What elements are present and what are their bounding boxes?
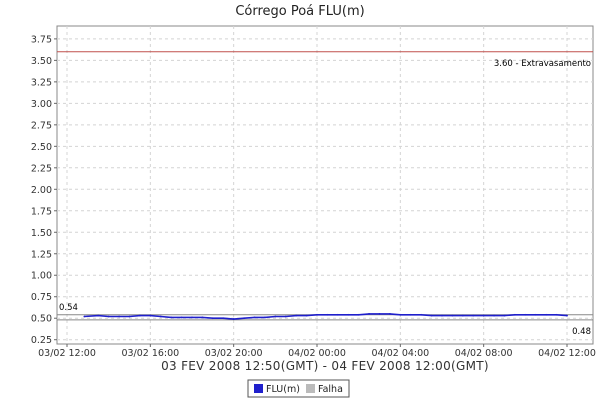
y-tick-label: 1.00 <box>31 271 52 282</box>
marker-label: 0.54 <box>59 303 78 313</box>
data-point <box>368 313 370 315</box>
data-point <box>441 314 443 317</box>
y-tick-label: 1.25 <box>31 249 52 260</box>
data-point <box>347 313 350 316</box>
data-point <box>566 314 568 317</box>
y-tick-label: 1.75 <box>31 206 52 217</box>
series-lines <box>83 313 568 320</box>
data-point <box>409 313 412 316</box>
y-tick-label: 3.25 <box>31 77 52 88</box>
y-tick-label: 3.00 <box>31 99 52 110</box>
data-point <box>399 313 402 316</box>
chart-title: Córrego Poá FLU(m) <box>235 4 364 19</box>
legend-swatch-flu <box>254 384 263 393</box>
x-tick-label: 04/02 08:00 <box>455 348 513 359</box>
data-point <box>451 314 454 317</box>
y-tick-label: 2.50 <box>31 142 52 153</box>
x-tick-label: 04/02 00:00 <box>288 348 346 359</box>
x-tick-label: 03/02 12:00 <box>38 348 96 359</box>
data-point <box>430 314 433 317</box>
data-point <box>118 315 120 318</box>
data-point <box>482 314 485 317</box>
marker-label: 3.60 - Extravasamento <box>494 59 591 69</box>
data-point <box>461 314 464 317</box>
data-point <box>264 316 266 319</box>
data-point <box>128 315 131 318</box>
data-point <box>107 315 110 318</box>
y-tick-label: 0.50 <box>31 314 52 325</box>
data-point <box>295 314 298 317</box>
data-point <box>97 314 100 317</box>
x-tick-label: 04/02 04:00 <box>371 348 429 359</box>
data-point <box>243 317 245 320</box>
legend-swatch-falha <box>306 384 315 393</box>
data-point <box>420 313 423 316</box>
y-tick-label: 3.50 <box>31 56 52 67</box>
data-point <box>274 315 277 318</box>
x-axis-label: 03 FEV 2008 12:50(GMT) - 04 FEV 2008 12:… <box>161 359 489 373</box>
y-tick-label: 1.50 <box>31 228 52 239</box>
data-point <box>159 315 162 318</box>
data-point <box>503 314 506 317</box>
data-point <box>170 316 173 319</box>
data-point <box>180 316 183 319</box>
y-tick-label: 2.25 <box>31 163 52 174</box>
data-point <box>222 317 225 320</box>
y-axis: 0.25 0.50 0.75 1.00 1.25 1.50 1.75 2.00 2.25 2.50… <box>31 34 57 346</box>
data-point <box>305 314 308 317</box>
data-point <box>555 313 558 316</box>
data-point <box>514 313 516 316</box>
x-axis: 03/02 12:00 03/02 16:00 03/02 20:00 04/02 0… <box>38 344 596 359</box>
x-tick-label: 03/02 16:00 <box>121 348 179 359</box>
data-point <box>534 313 537 316</box>
data-point <box>472 314 475 317</box>
data-point <box>191 316 193 319</box>
data-point <box>232 318 235 320</box>
legend-label-falha: Falha <box>318 384 343 395</box>
data-point <box>149 314 152 317</box>
x-tick-label: 03/02 20:00 <box>205 348 263 359</box>
data-point <box>357 313 360 316</box>
data-point <box>336 313 339 316</box>
y-tick-label: 2.75 <box>31 120 52 131</box>
data-point <box>545 313 548 316</box>
data-point <box>326 313 329 316</box>
data-point <box>201 316 204 319</box>
marker-label: 0.48 <box>572 327 591 337</box>
data-point <box>389 313 391 315</box>
grid <box>57 26 593 344</box>
y-tick-label: 3.75 <box>31 34 52 45</box>
plot-area <box>56 25 594 345</box>
x-tick-label: 04/02 12:00 <box>538 348 596 359</box>
data-point <box>378 313 381 315</box>
data-point <box>139 314 141 317</box>
y-tick-label: 2.00 <box>31 185 52 196</box>
data-point <box>493 314 495 317</box>
legend: FLU(m) Falha <box>247 379 350 398</box>
legend-label-flu: FLU(m) <box>266 384 300 395</box>
data-point <box>524 313 527 316</box>
data-point <box>284 315 287 318</box>
y-tick-label: 0.75 <box>31 292 52 303</box>
legend-box <box>247 379 350 398</box>
data-point <box>83 315 86 318</box>
data-point <box>253 316 256 319</box>
y-tick-label: 0.25 <box>31 335 52 346</box>
data-point <box>211 317 214 320</box>
data-point <box>316 313 318 316</box>
